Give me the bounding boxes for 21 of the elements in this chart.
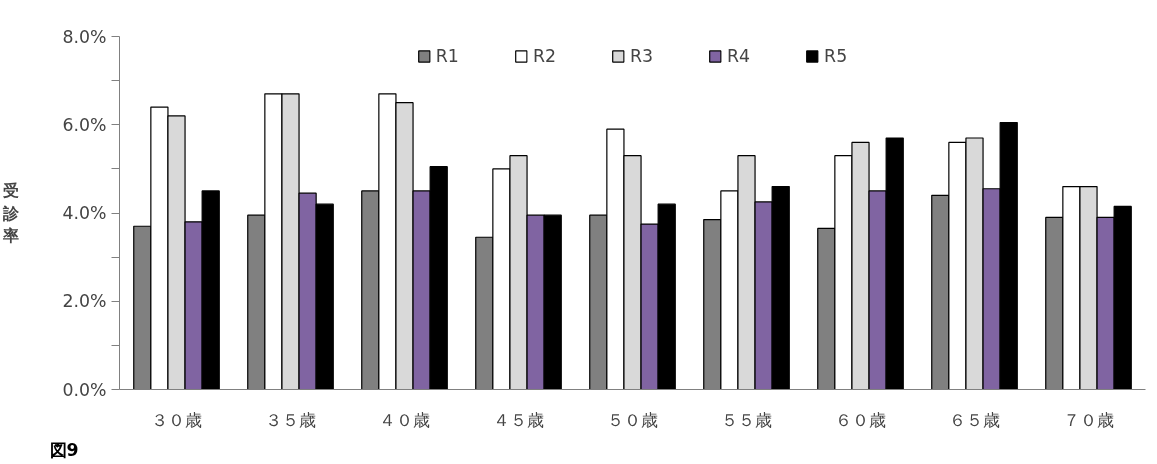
x-tick-label: ５０歳 bbox=[607, 409, 658, 430]
legend-label: R1 bbox=[435, 46, 459, 66]
y-tick-label: 2.0% bbox=[62, 291, 107, 312]
x-tick-label: ７０歳 bbox=[1063, 409, 1114, 430]
x-tick-label: ４５歳 bbox=[493, 409, 544, 430]
x-tick-label: ６５歳 bbox=[949, 409, 1000, 430]
y-tick-label: 0.0% bbox=[62, 379, 107, 400]
x-tick-label: ６０歳 bbox=[835, 409, 886, 430]
legend-label: R3 bbox=[629, 46, 654, 66]
legend-label: R5 bbox=[824, 46, 848, 66]
x-tick-label: ３０歳 bbox=[151, 409, 202, 430]
y-axis-title: 受診率 bbox=[2, 180, 21, 246]
caption: 図9 bbox=[49, 439, 79, 460]
x-tick-label: ５５歳 bbox=[721, 409, 772, 430]
y-tick-label: 4.0% bbox=[62, 203, 107, 223]
y-tick-label: 8.0% bbox=[62, 26, 107, 47]
legend-label: R4 bbox=[727, 46, 751, 66]
legend-label: R2 bbox=[532, 46, 556, 66]
x-tick-label: ４０歳 bbox=[379, 409, 430, 430]
x-tick-label: ３５歳 bbox=[265, 409, 316, 430]
y-tick-label: 6.0% bbox=[62, 114, 107, 135]
